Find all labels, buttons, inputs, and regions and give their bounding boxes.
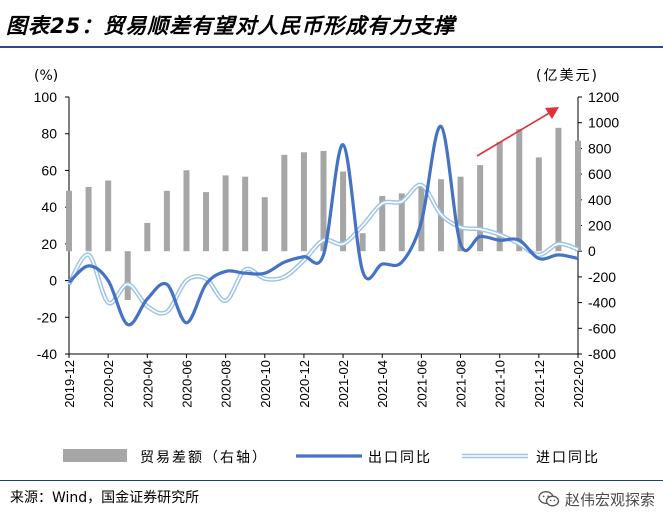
watermark: 赵伟宏观探索 — [538, 487, 655, 511]
right-axis-tick-label: 0 — [588, 243, 596, 259]
watermark-text: 赵伟宏观探索 — [564, 490, 655, 509]
x-axis-tick-label: 2021-12 — [532, 360, 547, 408]
left-axis-tick-label: -40 — [37, 346, 57, 362]
x-axis-tick-label: 2020-10 — [258, 360, 273, 408]
trade-balance-bar — [261, 197, 268, 252]
right-axis-unit-label: (亿美元) — [536, 68, 599, 84]
trade-balance-bar — [222, 175, 229, 252]
left-axis-tick-label: 80 — [41, 126, 57, 142]
right-axis-tick-label: 400 — [588, 192, 612, 208]
x-axis-tick-label: 2021-06 — [414, 360, 429, 408]
right-axis-tick-label: -800 — [588, 346, 616, 362]
right-axis-tick-label: 200 — [588, 218, 612, 234]
trade-balance-bar — [105, 180, 112, 252]
right-axis-tick-label: 1200 — [588, 89, 619, 105]
trade-balance-bar — [242, 176, 249, 252]
trade-balance-bar — [398, 193, 405, 252]
trend-arrow-head — [545, 107, 559, 119]
right-axis-tick-label: -400 — [588, 295, 616, 311]
title-bar: 图表25：贸易顺差有望对人民币形成有力支撑 — [0, 0, 663, 44]
trade-balance-bar — [66, 190, 72, 252]
trade-balance-bar — [575, 140, 581, 252]
trend-arrow-shaft — [476, 111, 552, 157]
trade-balance-bar — [183, 170, 190, 252]
trade-balance-bar — [535, 157, 542, 252]
left-axis-tick-label: -20 — [37, 309, 57, 325]
right-axis-tick-label: -200 — [588, 269, 616, 285]
legend-label-trade-balance: 贸易差额（右轴） — [140, 450, 268, 466]
wechat-icon — [538, 491, 560, 507]
trade-balance-bar — [496, 141, 503, 252]
trade-balance-bar — [300, 152, 307, 252]
right-axis-tick-label: -600 — [588, 320, 616, 336]
x-axis-tick-label: 2020-08 — [219, 360, 234, 408]
x-axis-tick-label: 2020-06 — [179, 360, 194, 408]
left-axis-tick-label: 20 — [41, 236, 57, 252]
x-axis-tick-label: 2020-12 — [297, 360, 312, 408]
left-axis-unit-label: (%) — [34, 68, 58, 84]
x-axis-tick-label: 2021-10 — [493, 360, 508, 408]
legend-swatch-trade-balance — [63, 449, 127, 462]
x-axis-tick-label: 2021-08 — [454, 360, 469, 408]
legend-label-export: 出口同比 — [368, 450, 432, 466]
trade-balance-bar — [379, 195, 386, 252]
right-axis-tick-label: 1000 — [588, 115, 619, 131]
source-note: 来源：Wind，国金证券研究所 — [10, 490, 200, 506]
export-yoy-line — [67, 124, 579, 327]
left-axis-tick-label: 0 — [49, 273, 57, 289]
trade-balance-bar — [477, 165, 484, 252]
trade-balance-bar — [203, 192, 210, 252]
chart-canvas: -40-20020406080100-800-600-400-200020040… — [34, 68, 620, 466]
x-axis-tick-label: 2022-02 — [571, 360, 586, 408]
trade-balance-bar — [457, 176, 464, 252]
trade-balance-bar — [124, 251, 131, 301]
trade-balance-bar — [85, 186, 92, 252]
trade-balance-bar — [281, 154, 288, 252]
right-axis-tick-label: 600 — [588, 166, 612, 182]
x-axis-tick-label: 2020-04 — [140, 360, 155, 408]
left-axis-tick-label: 60 — [41, 162, 57, 178]
legend-label-import: 进口同比 — [536, 450, 600, 466]
left-axis-tick-label: 100 — [34, 89, 58, 105]
import-yoy-line-inner — [68, 184, 579, 315]
x-axis-tick-label: 2021-02 — [336, 360, 351, 408]
trade-balance-bar — [359, 233, 366, 252]
x-axis-tick-label: 2020-02 — [101, 360, 116, 408]
trade-balance-bar — [555, 127, 562, 252]
trade-balance-bar — [144, 222, 151, 252]
trade-balance-bar — [163, 190, 170, 252]
trade-balance-bar — [320, 150, 327, 252]
trade-balance-bar — [516, 129, 523, 252]
left-axis-tick-label: 40 — [41, 199, 57, 215]
chart-title: 图表25：贸易顺差有望对人民币形成有力支撑 — [6, 14, 456, 38]
x-axis-tick-label: 2019-12 — [62, 360, 77, 408]
footer-divider — [0, 480, 663, 481]
x-axis-tick-label: 2021-04 — [375, 360, 390, 408]
trade-balance-bar — [340, 171, 347, 252]
right-axis-tick-label: 800 — [588, 140, 612, 156]
title-divider — [0, 46, 663, 48]
